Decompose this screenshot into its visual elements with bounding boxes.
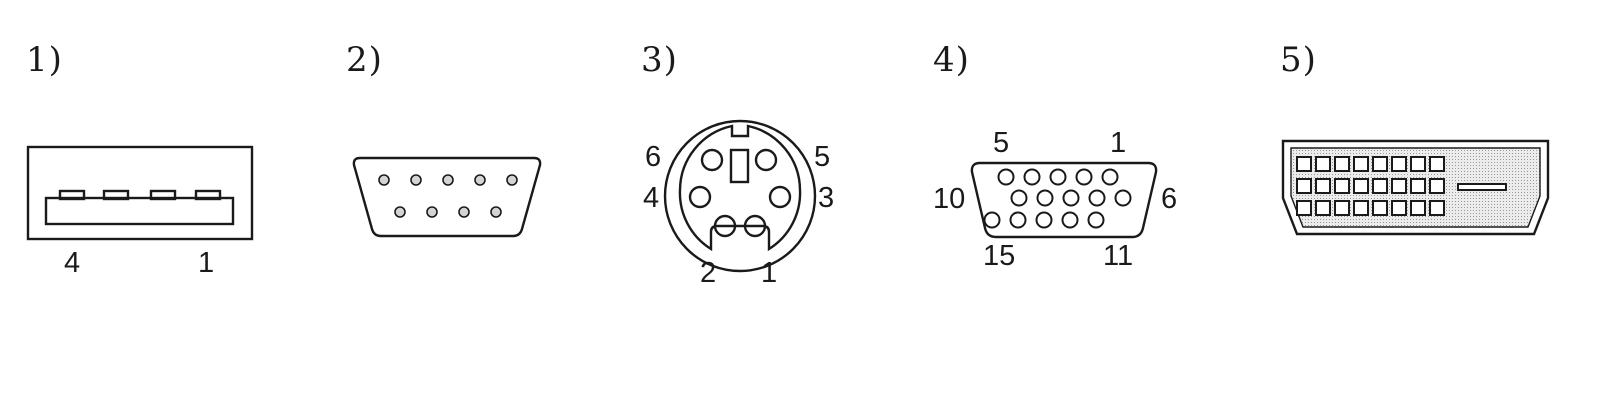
ps2-pin-2-label: 2 bbox=[700, 257, 717, 289]
de9-serial-connector bbox=[352, 156, 542, 238]
ps2-pin-1-label: 1 bbox=[761, 257, 778, 289]
mini-din-6-connector bbox=[663, 119, 817, 273]
vga-pin-1-label: 1 bbox=[1110, 127, 1127, 159]
connector-4-number: 4) bbox=[933, 40, 970, 80]
usb-a-connector bbox=[26, 145, 254, 241]
vga-pin-10-label: 10 bbox=[933, 183, 966, 215]
ps2-pin-4-label: 4 bbox=[643, 182, 660, 214]
vga-pin-5-label: 5 bbox=[993, 127, 1010, 159]
connector-5-number: 5) bbox=[1280, 40, 1317, 80]
ps2-pin-3-label: 3 bbox=[818, 182, 835, 214]
usb-pin-4-label: 4 bbox=[64, 247, 81, 279]
vga-pin-11-label: 11 bbox=[1103, 240, 1134, 272]
ps2-pin-5-label: 5 bbox=[814, 141, 831, 173]
ps2-pin-6-label: 6 bbox=[645, 141, 662, 173]
dvi-connector bbox=[1281, 139, 1550, 236]
de15-vga-connector bbox=[970, 161, 1158, 239]
vga-pin-6-label: 6 bbox=[1161, 183, 1178, 215]
connector-3-number: 3) bbox=[641, 40, 678, 80]
connector-1-number: 1) bbox=[26, 40, 63, 80]
vga-pin-15-label: 15 bbox=[983, 240, 1016, 272]
usb-pin-1-label: 1 bbox=[198, 247, 215, 279]
connector-2-number: 2) bbox=[346, 40, 383, 80]
